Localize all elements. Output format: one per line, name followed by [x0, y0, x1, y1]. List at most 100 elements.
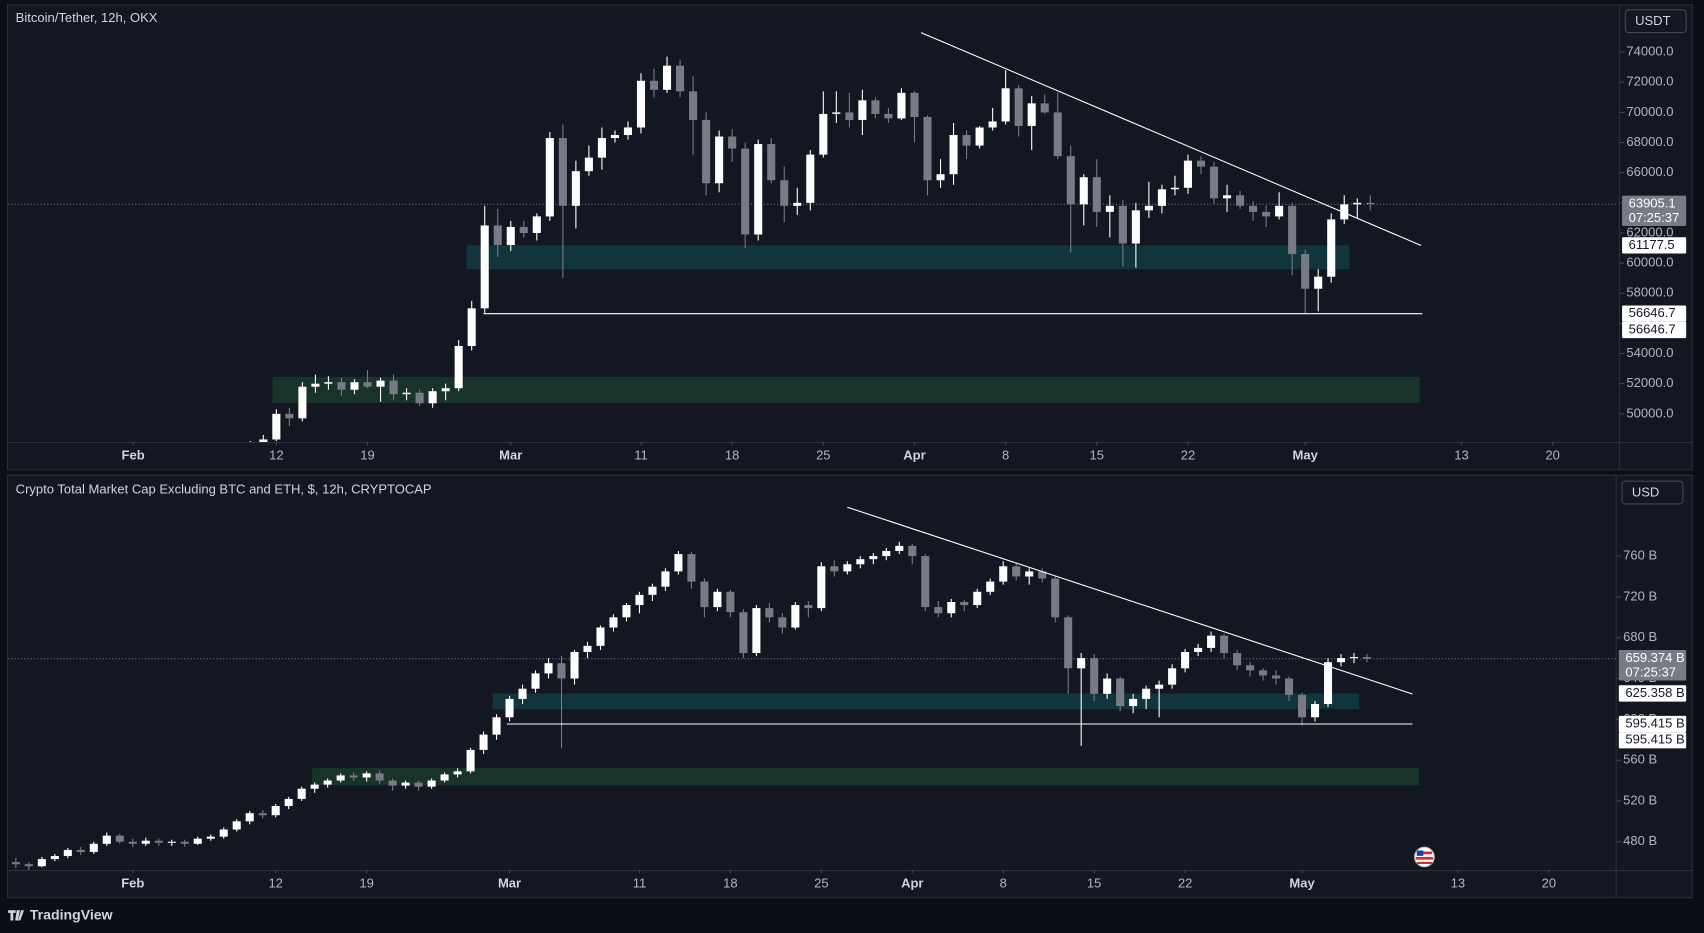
candle-body [687, 554, 696, 582]
candle-body [1077, 658, 1086, 669]
candle-body [50, 856, 59, 860]
candle-body [1053, 112, 1062, 157]
price-tag [1618, 685, 1687, 702]
candle-body [232, 821, 241, 830]
candle-body [298, 386, 307, 419]
candle-body [715, 136, 724, 184]
candle-body [871, 100, 880, 114]
candle-body [89, 843, 98, 852]
y-tick-label: 52000.0 [1626, 375, 1673, 390]
candle-body [363, 382, 372, 387]
candle-body [115, 835, 124, 842]
y-tick-label: 720 B [1623, 588, 1657, 603]
candle-body [258, 813, 267, 816]
candle-body [128, 841, 137, 844]
candle-body [1298, 694, 1307, 718]
candle-body [858, 100, 867, 120]
y-tick-label: 50000.0 [1626, 405, 1673, 420]
candle-body [1196, 160, 1206, 167]
chart-title: Crypto Total Market Cap Excluding BTC an… [16, 481, 432, 496]
candle-body [934, 607, 943, 614]
candle-body [663, 65, 672, 90]
candle-body [960, 601, 969, 606]
candle-body [1314, 276, 1323, 289]
candle-body [895, 545, 904, 551]
y-tick-label: 54000.0 [1626, 345, 1673, 360]
candle-body [259, 439, 268, 443]
candle-body [869, 556, 878, 560]
candle-body [1064, 617, 1073, 669]
candle-body [245, 813, 254, 822]
zone [492, 693, 1360, 710]
last-price-label: 659.374 B [1625, 650, 1684, 665]
candle-body [1285, 678, 1294, 695]
candle-body [1340, 204, 1349, 220]
candle-body [284, 798, 293, 807]
price-tag [1622, 321, 1687, 339]
candle-body [24, 864, 33, 867]
x-tick-label: 15 [1090, 448, 1104, 463]
x-tick-label: 12 [269, 448, 283, 463]
candle-body [1301, 254, 1310, 289]
x-tick-label: 18 [725, 448, 739, 463]
candle-body [741, 148, 750, 235]
candle-body [271, 806, 280, 816]
candle-body [480, 225, 489, 309]
candle-body [1103, 678, 1112, 694]
y-tick-label: 70000.0 [1626, 104, 1673, 119]
candle-body [1262, 211, 1271, 217]
candle-body [337, 382, 346, 390]
logo[interactable] [8, 910, 25, 921]
candle-body [622, 605, 631, 618]
y-tick-label: 58000.0 [1626, 285, 1673, 300]
candle-body [635, 594, 644, 606]
candle-body [389, 380, 398, 395]
candle-body [349, 775, 358, 778]
candle-body [713, 591, 722, 608]
candle-body [1259, 670, 1268, 676]
candle-body [923, 116, 932, 181]
candle-body [1233, 653, 1242, 666]
globe-icon[interactable] [1414, 846, 1435, 868]
currency-button[interactable] [1624, 9, 1687, 34]
currency-button[interactable] [1621, 480, 1684, 505]
candle-body [584, 157, 593, 172]
candle-body [1194, 647, 1203, 652]
candle-body [1236, 195, 1245, 206]
x-tick-label: Feb [121, 876, 144, 891]
candle-body [1181, 651, 1190, 669]
x-tick-label: 20 [1542, 876, 1556, 891]
candle-body [1183, 160, 1193, 188]
x-tick-label: Mar [499, 448, 522, 463]
y-tick-label: 68000.0 [1626, 134, 1673, 149]
candle-body [350, 382, 359, 390]
candle-body [1142, 688, 1151, 699]
candle-body [414, 782, 423, 787]
footer-brand: TradingView [30, 906, 113, 922]
x-tick-label: Apr [901, 876, 923, 891]
candle-body [845, 112, 854, 120]
y-tick-label: 72000.0 [1626, 74, 1673, 89]
x-tick-label: 19 [359, 876, 373, 891]
candle-body [466, 749, 475, 772]
candle-body [908, 545, 917, 557]
candle-body [1336, 658, 1346, 663]
candle-body [636, 80, 646, 128]
last-price-tag [1622, 195, 1687, 226]
candle-body [1157, 189, 1166, 206]
candle-body [532, 216, 541, 233]
candle-body [1366, 202, 1375, 205]
drawn-line [847, 506, 1413, 695]
candle-body [571, 171, 580, 206]
y-tick-label: 60000.0 [1626, 255, 1673, 270]
candle-body [362, 773, 371, 778]
candle-body [453, 771, 462, 775]
candle-body [806, 154, 815, 203]
candle-body [1222, 195, 1232, 199]
candle-body [1118, 205, 1127, 244]
candle-body [37, 859, 46, 867]
candle-body [570, 651, 579, 679]
candle-body [63, 849, 72, 857]
